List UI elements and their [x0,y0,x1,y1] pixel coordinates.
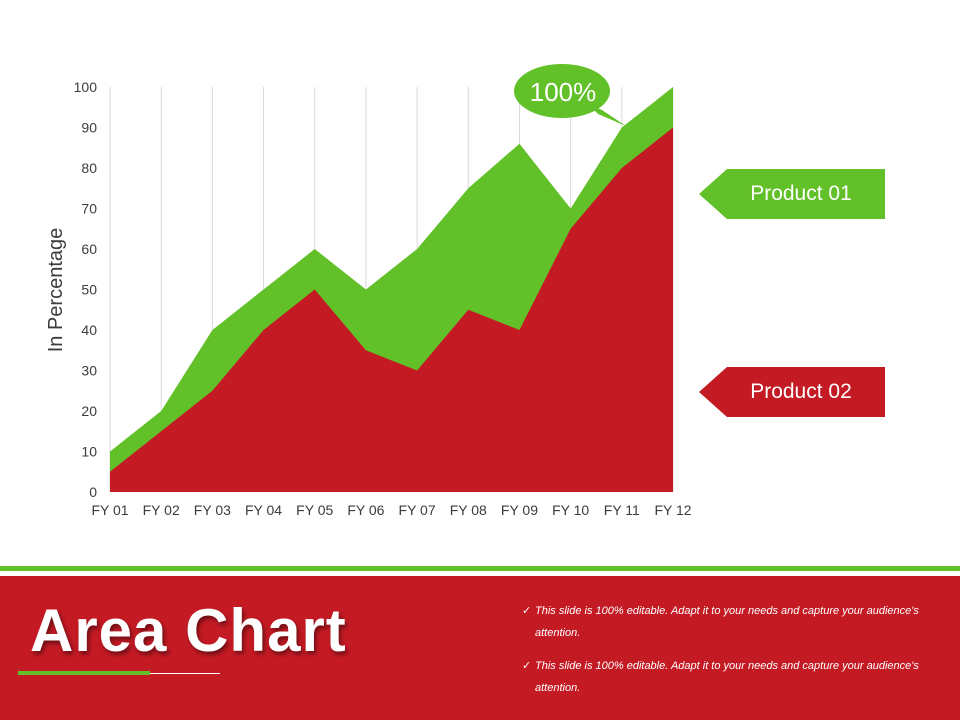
y-tick-label: 10 [81,444,97,460]
y-tick-label: 40 [81,322,97,338]
x-tick-label: FY 05 [296,502,333,518]
x-tick-label: FY 10 [552,502,589,518]
y-tick-label: 50 [81,282,97,298]
legend-tag-product-02: Product 02 [699,367,885,417]
area-series [110,87,673,492]
callout-bubble [514,64,610,118]
x-tick-label: FY 01 [91,502,128,518]
x-tick-label: FY 07 [399,502,436,518]
callout-tail [588,104,626,126]
y-tick-label: 20 [81,403,97,419]
y-tick-label: 90 [81,120,97,136]
x-tick-label: FY 04 [245,502,282,518]
y-tick-label: 30 [81,363,97,379]
y-tick-label: 0 [89,484,97,500]
legend-tag-product-01: Product 01 [699,169,885,219]
check-icon: ✓ [522,605,532,617]
x-tick-label: FY 06 [347,502,384,518]
y-tick-label: 80 [81,160,97,176]
title-underline-accent [18,671,150,675]
y-axis-ticks: 0 10 20 30 40 50 60 70 80 90 100 [74,79,98,500]
slide-title: Area Chart [30,597,347,664]
footer-divider [0,566,960,571]
bullet-list: ✓ This slide is 100% editable. Adapt it … [522,600,922,710]
y-tick-label: 60 [81,241,97,257]
x-tick-label: FY 03 [194,502,231,518]
footer-band [0,576,960,720]
x-tick-label: FY 09 [501,502,538,518]
x-tick-label: FY 11 [604,502,640,518]
title-underline-rule [150,673,220,674]
bullet-text: This slide is 100% editable. Adapt it to… [535,660,919,694]
bullet-text: This slide is 100% editable. Adapt it to… [535,605,919,639]
peak-callout: 100% [514,64,626,126]
y-tick-label: 70 [81,201,97,217]
x-tick-label: FY 08 [450,502,487,518]
y-tick-label: 100 [74,79,98,95]
area-product-02 [110,127,673,492]
x-tick-label: FY 02 [143,502,180,518]
legend-label-product-01: Product 01 [750,182,852,205]
callout-label: 100% [530,77,597,107]
x-tick-label: FY 12 [654,502,691,518]
legend-label-product-02: Product 02 [750,380,852,403]
y-axis-label: In Percentage [45,228,67,353]
bullet-item: ✓ This slide is 100% editable. Adapt it … [522,655,922,699]
x-axis-ticks: FY 01 FY 02 FY 03 FY 04 FY 05 FY 06 FY 07 FY 08… [91,502,691,518]
check-icon: ✓ [522,660,532,672]
bullet-item: ✓ This slide is 100% editable. Adapt it … [522,600,922,644]
